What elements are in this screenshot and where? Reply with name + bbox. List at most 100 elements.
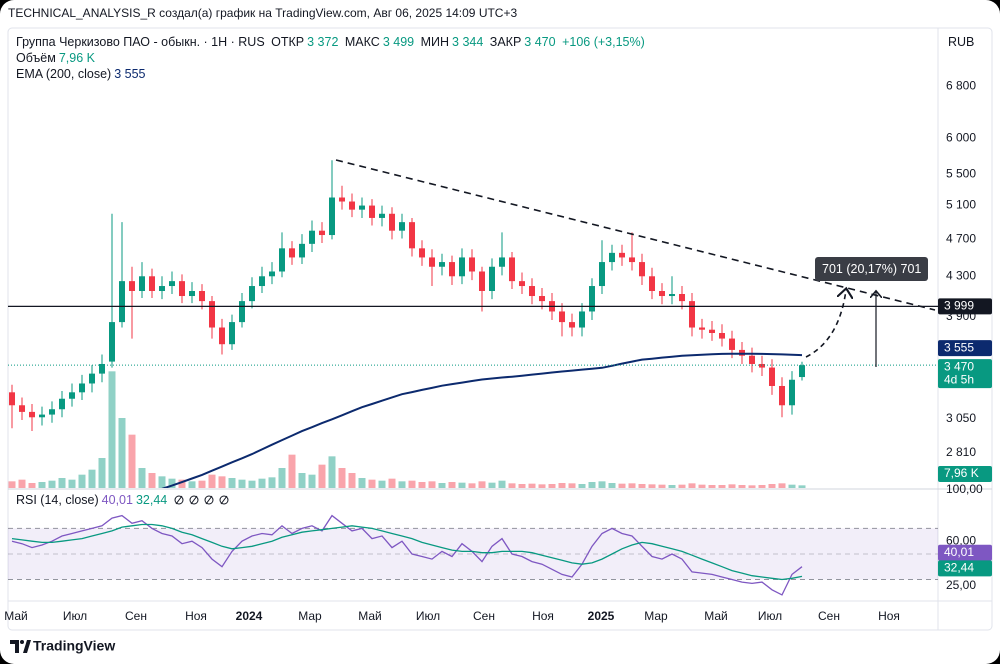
volume-bar <box>788 484 796 488</box>
candle-body <box>179 281 185 297</box>
candle-body <box>79 383 85 393</box>
candle-body <box>299 243 305 258</box>
candle-body <box>649 276 655 291</box>
trend-line <box>335 159 936 311</box>
volume-bar <box>298 473 306 488</box>
candle-body <box>289 248 295 258</box>
x-tick-label: Сен <box>125 609 147 623</box>
ohlc-key: МИН <box>420 35 450 49</box>
volume-bar <box>38 482 46 488</box>
volume-bar <box>728 484 736 488</box>
volume-bar <box>398 481 406 488</box>
volume-bar <box>348 473 356 488</box>
candle-body <box>9 392 15 406</box>
candle-body <box>459 257 465 277</box>
candle-body <box>239 301 245 323</box>
volume-bar <box>658 484 666 488</box>
candle-body <box>129 281 135 291</box>
y-tick-label: 5 100 <box>946 198 976 212</box>
rsi-tick-label: 60,00 <box>946 533 976 547</box>
candle-body <box>729 338 735 350</box>
candle-body <box>569 322 575 328</box>
volume-bar <box>768 484 776 488</box>
volume-bar <box>428 481 436 488</box>
x-tick-label: 2024 <box>236 609 263 623</box>
volume-bar <box>598 481 606 488</box>
candle-body <box>309 230 315 244</box>
candle-body <box>769 367 775 386</box>
volume-bar <box>28 483 36 488</box>
x-tick-label: Ноя <box>532 609 554 623</box>
measure-label: 701 (20,17%) 701 <box>815 257 929 281</box>
footer: TradingView <box>33 638 115 654</box>
rsi-tick-label: 25,00 <box>946 578 976 592</box>
countdown: 4d 5h <box>944 372 974 386</box>
volume-bar <box>68 479 76 488</box>
volume-bar <box>618 483 626 488</box>
volume-bar <box>528 483 536 488</box>
candle-body <box>599 262 605 287</box>
volume-name: Объём <box>16 51 56 65</box>
candle-body <box>509 257 515 282</box>
volume-bar <box>78 474 86 488</box>
candle-body <box>89 373 95 384</box>
y-tick-label: 4 300 <box>946 268 976 282</box>
symbol: Группа Черкизово ПАО - обыкн. · 1H · RUS <box>16 35 265 49</box>
candle-body <box>529 286 535 297</box>
candle-body <box>59 398 65 410</box>
candle-body <box>409 222 415 249</box>
volume-bar <box>98 458 106 488</box>
candle-body <box>149 276 155 291</box>
volume-bar <box>548 484 556 488</box>
candle-body <box>349 201 355 210</box>
rsi-tick-label: 100,00 <box>946 482 983 496</box>
candle-body <box>639 262 645 277</box>
candle-body <box>279 248 285 272</box>
volume-bar <box>408 480 416 488</box>
candle-body <box>469 257 475 272</box>
ohlc-key: ОТКР <box>271 35 305 49</box>
candle-body <box>799 365 805 378</box>
volume-bar <box>498 480 506 488</box>
x-tick-label: Мар <box>298 609 322 623</box>
candle-body <box>69 392 75 399</box>
candle-body <box>329 197 335 236</box>
rsi-ma-label-box <box>938 560 992 577</box>
volume-bar <box>718 485 726 488</box>
volume-bar <box>488 482 496 488</box>
volume-bar <box>588 482 596 488</box>
volume-bar <box>478 481 486 488</box>
volume-bar <box>578 484 586 488</box>
legend-volume: Объём 7,96 K <box>16 51 98 65</box>
candle-body <box>749 355 755 364</box>
volume-value: 7,96 K <box>58 51 95 65</box>
ema-name: EMA (200, close) <box>16 67 112 81</box>
volume-bar <box>538 484 546 488</box>
candle-body <box>259 276 265 287</box>
volume-bar <box>738 485 746 488</box>
volume-bar <box>158 476 166 488</box>
candle-body <box>629 257 635 263</box>
volume-bar <box>748 485 756 488</box>
header: TECHNICAL_ANALYSIS_R создал(а) график на… <box>8 6 517 20</box>
candle-body <box>589 286 595 312</box>
volume-bar <box>18 479 26 488</box>
projection-arrow <box>805 290 846 358</box>
x-tick-label: Июл <box>63 609 87 623</box>
volume-bar <box>778 483 786 488</box>
level-label-box <box>938 298 992 315</box>
rsi-value: 40,01 <box>101 493 133 507</box>
volume-bar <box>558 483 566 488</box>
candle-body <box>499 257 505 267</box>
volume-bar <box>798 485 806 488</box>
candle-body <box>479 271 485 291</box>
x-tick-label: Май <box>358 609 382 623</box>
legend-main: Группа Черкизово ПАО - обыкн. · 1H · RUS… <box>16 35 648 49</box>
x-tick-label: 2025 <box>588 609 615 623</box>
volume-bar <box>628 483 636 488</box>
volume-bar <box>608 483 616 488</box>
volume-bar <box>688 483 696 488</box>
rsi-pane <box>8 514 938 596</box>
candle-body <box>519 281 525 287</box>
